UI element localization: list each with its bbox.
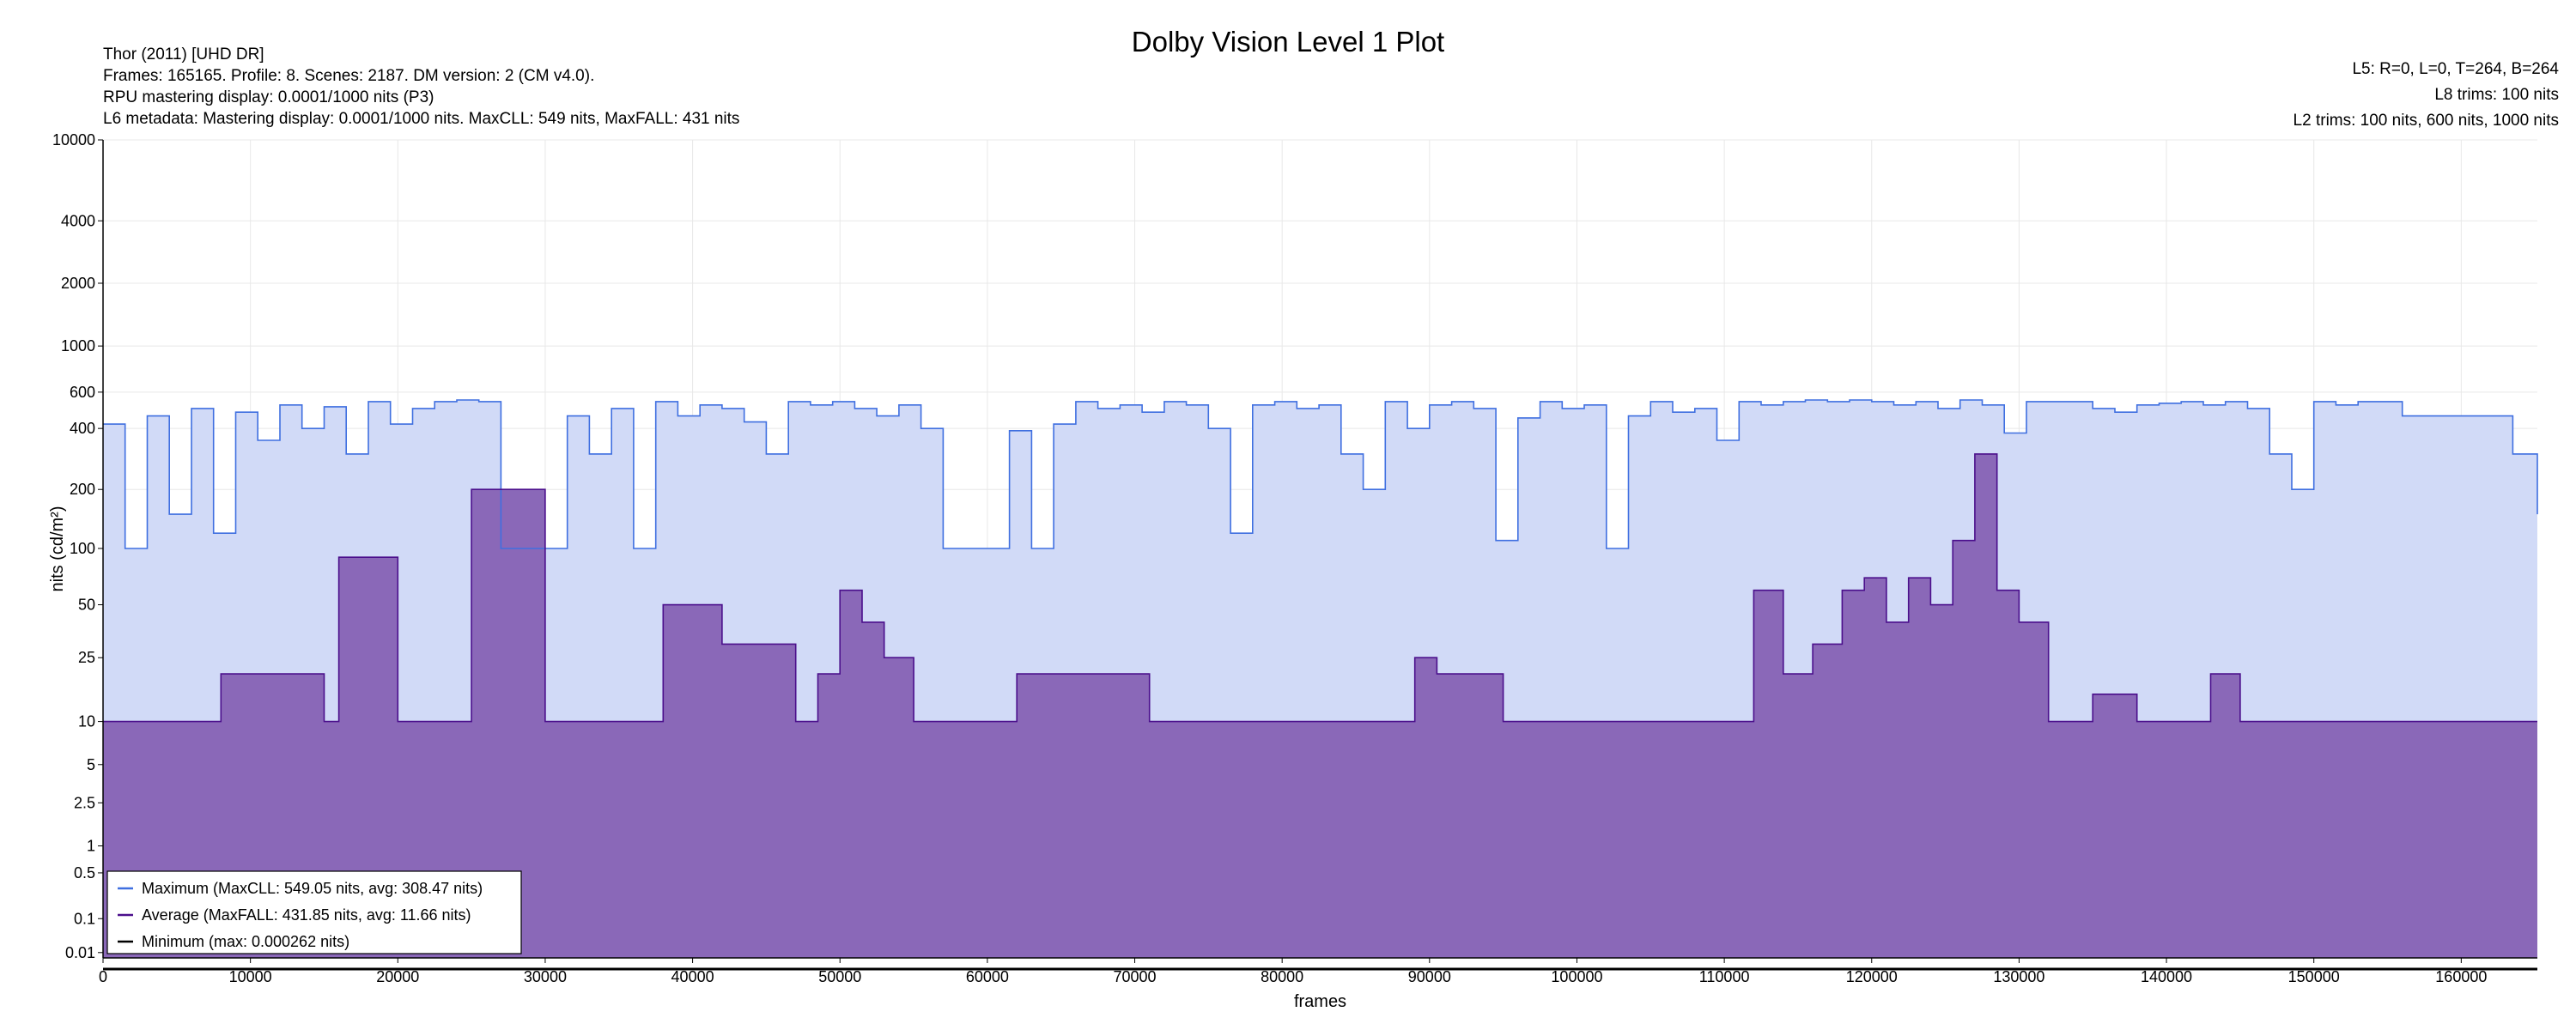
legend-box — [106, 870, 522, 954]
y-tick-label: 1000 — [61, 337, 95, 354]
x-tick-label: 60000 — [966, 968, 1009, 985]
y-tick-label: 10000 — [52, 131, 95, 148]
x-tick-label: 130000 — [1993, 968, 2044, 985]
y-tick-label: 2.5 — [74, 794, 95, 811]
x-tick-label: 70000 — [1113, 968, 1156, 985]
x-tick-label: 40000 — [671, 968, 714, 985]
info-rpu-mastering: RPU mastering display: 0.0001/1000 nits … — [103, 88, 434, 106]
x-tick-label: 140000 — [2141, 968, 2192, 985]
y-tick-label: 2000 — [61, 275, 95, 292]
y-tick-label: 4000 — [61, 212, 95, 229]
x-tick-label: 20000 — [376, 968, 419, 985]
x-tick-label: 30000 — [524, 968, 567, 985]
info-frames: Frames: 165165. Profile: 8. Scenes: 2187… — [103, 67, 595, 85]
y-tick-label: 1 — [87, 838, 95, 855]
x-tick-label: 90000 — [1408, 968, 1451, 985]
y-tick-label: 400 — [70, 420, 95, 437]
x-tick-label: 160000 — [2435, 968, 2487, 985]
x-axis-label: frames — [1294, 992, 1346, 1011]
chart-title: Dolby Vision Level 1 Plot — [1131, 26, 1445, 58]
y-tick-label: 10 — [78, 713, 95, 730]
x-tick-label: 150000 — [2288, 968, 2340, 985]
tick-labels: 1000040002000100060040020010050251052.51… — [52, 131, 2487, 985]
series-1-line — [103, 453, 2537, 723]
x-tick-label: 100000 — [1551, 968, 1602, 985]
legend-label: Average (MaxFALL: 431.85 nits, avg: 11.6… — [142, 906, 471, 924]
y-tick-label: 0.1 — [74, 910, 95, 927]
series-lines — [103, 399, 2538, 971]
series-1-area — [103, 453, 2537, 958]
x-tick-label: 0 — [99, 968, 107, 985]
legend-label: Maximum (MaxCLL: 549.05 nits, avg: 308.4… — [142, 880, 483, 897]
info-l6-metadata: L6 metadata: Mastering display: 0.0001/1… — [103, 110, 740, 128]
axes — [102, 140, 2537, 959]
y-tick-label: 0.5 — [74, 864, 95, 882]
info-title: Thor (2011) [UHD DR] — [103, 45, 264, 64]
info-l2-trims: L2 trims: 100 nits, 600 nits, 1000 nits — [2293, 112, 2559, 130]
legend: Maximum (MaxCLL: 549.05 nits, avg: 308.4… — [106, 870, 522, 954]
x-tick-label: 110000 — [1699, 968, 1750, 985]
y-axis-label: nits (cd/m²) — [48, 506, 67, 592]
info-l8-trims: L8 trims: 100 nits — [2434, 86, 2559, 104]
y-tick-label: 200 — [70, 481, 95, 498]
series-0-line — [103, 399, 2538, 549]
legend-label: Minimum (max: 0.000262 nits) — [142, 933, 349, 950]
y-tick-label: 100 — [70, 540, 95, 557]
x-tick-label: 120000 — [1846, 968, 1898, 985]
y-tick-label: 0.01 — [65, 944, 95, 961]
series-fills — [103, 400, 2537, 958]
x-tick-label: 50000 — [818, 968, 861, 985]
x-tick-label: 10000 — [229, 968, 272, 985]
info-l5: L5: R=0, L=0, T=264, B=264 — [2352, 60, 2559, 78]
y-tick-label: 50 — [78, 597, 95, 614]
y-tick-label: 600 — [70, 384, 95, 401]
x-tick-label: 80000 — [1261, 968, 1303, 985]
y-tick-label: 25 — [78, 649, 95, 666]
y-tick-label: 5 — [87, 756, 95, 773]
